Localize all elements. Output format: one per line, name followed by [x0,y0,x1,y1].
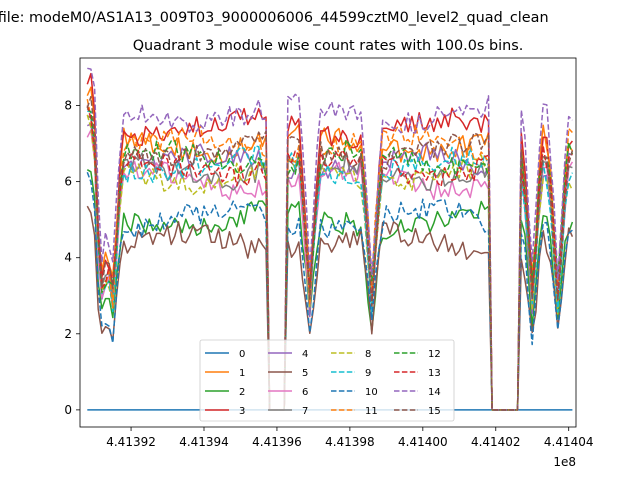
series-line-15 [86,95,574,411]
legend-frame [199,339,455,422]
y-tick-label: 6 [64,175,72,189]
legend-label: 14 [428,387,441,398]
x-tick-label: 4.41398 [325,435,375,449]
legend-label: 8 [365,349,371,360]
y-tick-label: 0 [64,403,72,417]
legend-label: 12 [428,349,441,360]
y-tick-label: 4 [64,251,72,265]
legend-label: 11 [365,406,378,417]
legend-label: 9 [365,368,371,379]
series-line-12 [86,107,574,411]
legend-label: 3 [239,406,245,417]
plot-frame [79,57,577,428]
x-tick-label: 4.41402 [471,435,521,449]
legend-label: 5 [302,368,308,379]
legend-label: 10 [365,387,378,398]
x-tick-label: 4.41396 [252,435,302,449]
legend-label: 15 [428,406,441,417]
legend-label: 6 [302,387,308,398]
legend-label: 13 [428,368,441,379]
legend-label: 7 [302,406,308,417]
series-layer [86,67,574,411]
y-tick-label: 8 [64,99,72,113]
legend-label: 2 [239,387,245,398]
y-tick-label: 2 [64,327,72,341]
legend-label: 4 [302,349,308,360]
legend-label: 0 [239,349,245,360]
plot-title: Quadrant 3 module wise count rates with … [132,38,524,54]
x-offset-label: 1e8 [553,455,576,469]
x-tick-label: 4.41392 [106,435,156,449]
legend-label: 1 [239,368,245,379]
axis-layer: 4.41392 4.41394 4.41396 4.41398 4.41400 4.414… [64,99,593,449]
x-tick-label: 4.41400 [398,435,448,449]
x-tick-label: 4.41404 [544,435,594,449]
figure-title: n file: modeM0/AS1A13_009T03_9000006006_… [0,10,549,26]
x-tick-label: 4.41394 [179,435,229,449]
